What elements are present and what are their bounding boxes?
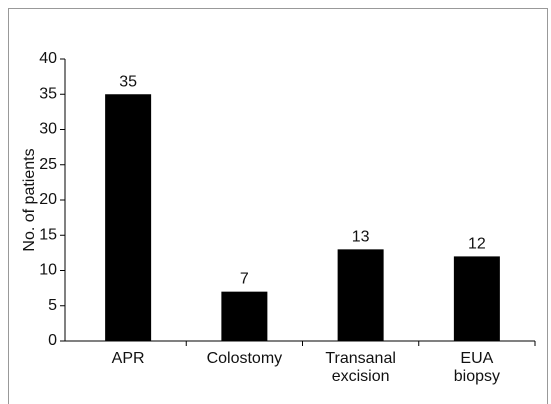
y-tick-label: 0 xyxy=(48,332,57,349)
y-tick-label: 25 xyxy=(39,156,57,173)
y-tick-label: 30 xyxy=(39,121,57,138)
data-label: 12 xyxy=(468,235,486,252)
data-label: 35 xyxy=(119,73,137,90)
data-label: 7 xyxy=(240,271,249,288)
x-tick-label: APR xyxy=(112,350,145,367)
y-tick-label: 40 xyxy=(39,50,57,67)
y-tick-label: 35 xyxy=(39,85,57,102)
x-tick-label: EUA biopsy xyxy=(454,350,500,385)
data-label: 13 xyxy=(352,228,370,245)
y-tick-label: 15 xyxy=(39,226,57,243)
y-tick-label: 5 xyxy=(48,297,57,314)
bar xyxy=(105,94,152,341)
bar xyxy=(453,256,500,341)
bar xyxy=(221,291,268,341)
x-tick-label: Colostomy xyxy=(207,350,283,367)
y-axis-label: No. of patients xyxy=(21,148,38,251)
y-tick-label: 20 xyxy=(39,191,57,208)
bar xyxy=(337,249,384,341)
y-tick-label: 10 xyxy=(39,262,57,279)
x-tick-label: Transanal excision xyxy=(325,350,396,385)
frame xyxy=(8,8,548,404)
